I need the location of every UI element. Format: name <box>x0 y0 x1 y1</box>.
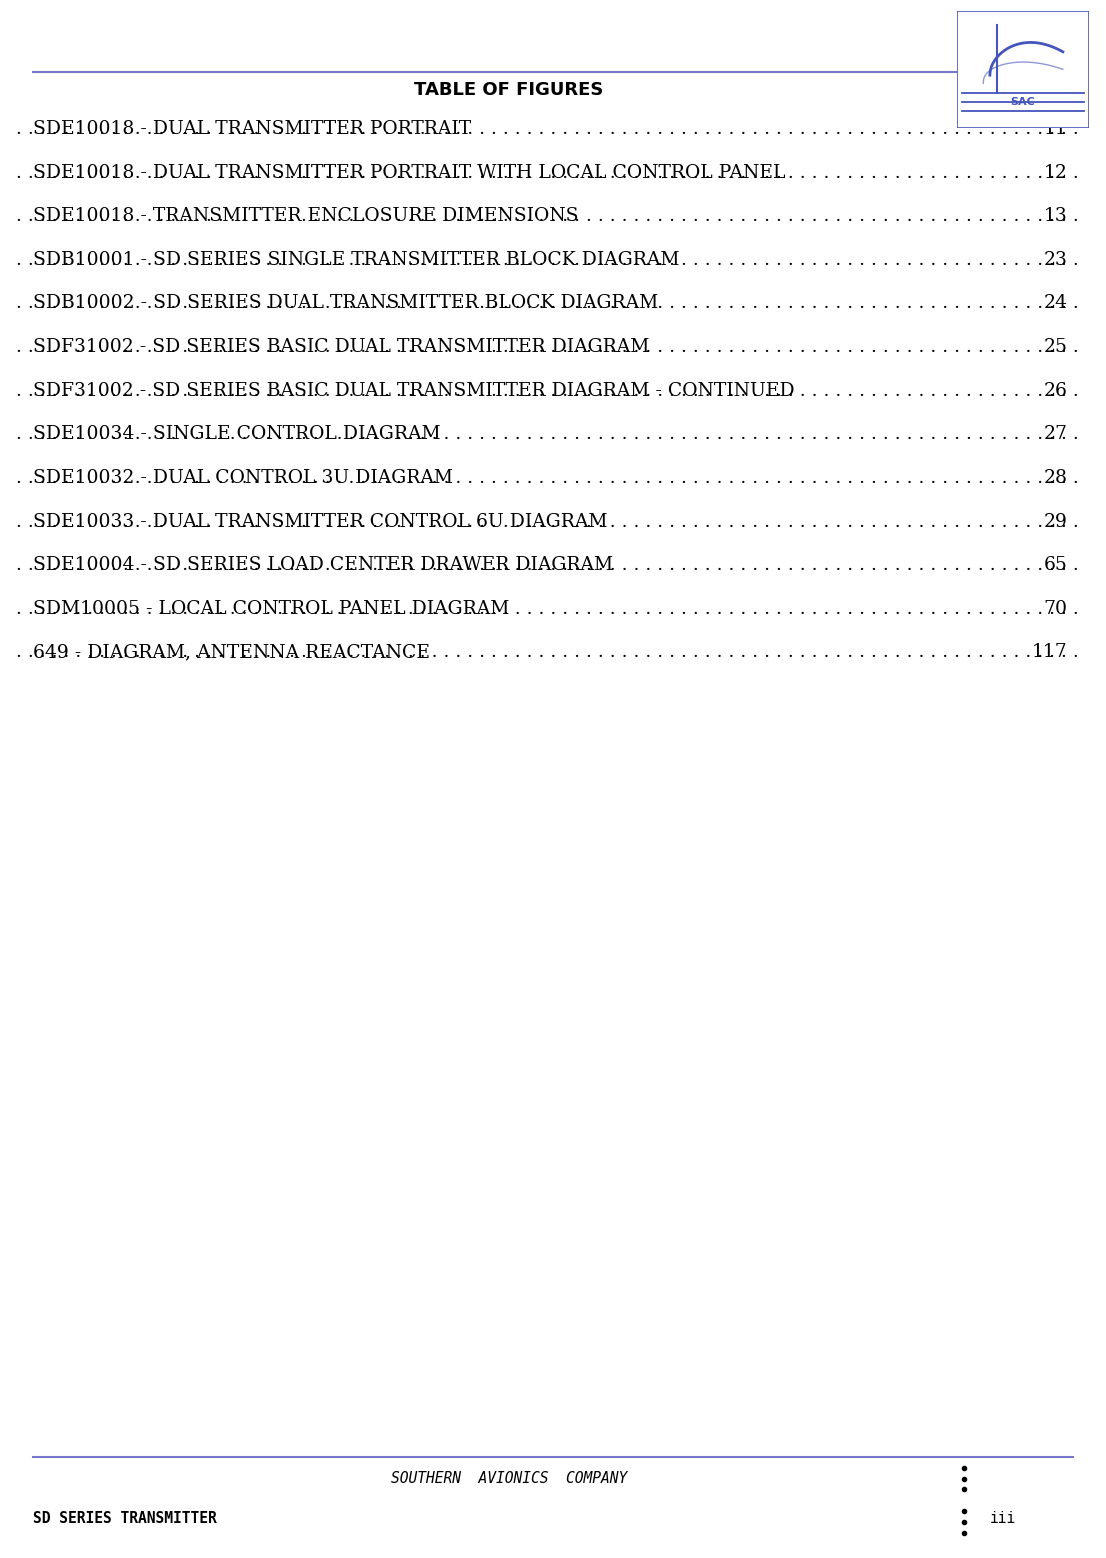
Text: . . . . . . . . . . . . . . . . . . . . . . . . . . . . . . . . . . . . . . . . : . . . . . . . . . . . . . . . . . . . . … <box>15 469 1085 488</box>
Text: SDB10001 - SD SERIES SINGLE TRANSMITTER BLOCK DIAGRAM: SDB10001 - SD SERIES SINGLE TRANSMITTER … <box>33 251 680 270</box>
Text: 117: 117 <box>1032 643 1067 662</box>
Text: SDE10004 - SD SERIES LOAD CENTER DRAWER DIAGRAM: SDE10004 - SD SERIES LOAD CENTER DRAWER … <box>33 556 614 575</box>
Text: . . . . . . . . . . . . . . . . . . . . . . . . . . . . . . . . . . . . . . . . : . . . . . . . . . . . . . . . . . . . . … <box>15 120 1085 139</box>
Text: . . . . . . . . . . . . . . . . . . . . . . . . . . . . . . . . . . . . . . . . : . . . . . . . . . . . . . . . . . . . . … <box>15 382 1085 400</box>
Text: SDM10005 - LOCAL CONTROL PANEL DIAGRAM: SDM10005 - LOCAL CONTROL PANEL DIAGRAM <box>33 600 510 619</box>
Text: SDE10033 - DUAL TRANSMITTER CONTROL 6U DIAGRAM: SDE10033 - DUAL TRANSMITTER CONTROL 6U D… <box>33 513 607 531</box>
Text: 24: 24 <box>1043 294 1067 313</box>
Text: . . . . . . . . . . . . . . . . . . . . . . . . . . . . . . . . . . . . . . . . : . . . . . . . . . . . . . . . . . . . . … <box>15 338 1085 357</box>
Text: . . . . . . . . . . . . . . . . . . . . . . . . . . . . . . . . . . . . . . . . : . . . . . . . . . . . . . . . . . . . . … <box>15 294 1085 313</box>
Text: 28: 28 <box>1043 469 1067 488</box>
Text: SDF31002 - SD SERIES BASIC DUAL TRANSMITTER DIAGRAM: SDF31002 - SD SERIES BASIC DUAL TRANSMIT… <box>33 338 649 357</box>
Text: SDB10002 - SD SERIES DUAL TRANSMITTER BLOCK DIAGRAM: SDB10002 - SD SERIES DUAL TRANSMITTER BL… <box>33 294 658 313</box>
Text: . . . . . . . . . . . . . . . . . . . . . . . . . . . . . . . . . . . . . . . . : . . . . . . . . . . . . . . . . . . . . … <box>15 164 1085 182</box>
Text: iii: iii <box>990 1511 1016 1527</box>
Text: SDE10034 - SINGLE CONTROL DIAGRAM: SDE10034 - SINGLE CONTROL DIAGRAM <box>33 425 441 444</box>
Text: TABLE OF FIGURES: TABLE OF FIGURES <box>414 81 604 100</box>
Text: 25: 25 <box>1043 338 1067 357</box>
Text: . . . . . . . . . . . . . . . . . . . . . . . . . . . . . . . . . . . . . . . . : . . . . . . . . . . . . . . . . . . . . … <box>15 425 1085 444</box>
Text: SDE10018 - TRANSMITTER ENCLOSURE DIMENSIONS: SDE10018 - TRANSMITTER ENCLOSURE DIMENSI… <box>33 207 578 226</box>
Text: 11: 11 <box>1044 120 1067 139</box>
Text: 649 - DIAGRAM, ANTENNA REACTANCE: 649 - DIAGRAM, ANTENNA REACTANCE <box>33 643 430 662</box>
Text: 12: 12 <box>1043 164 1067 182</box>
Text: 26: 26 <box>1043 382 1067 400</box>
Text: . . . . . . . . . . . . . . . . . . . . . . . . . . . . . . . . . . . . . . . . : . . . . . . . . . . . . . . . . . . . . … <box>15 207 1085 226</box>
Text: 13: 13 <box>1044 207 1067 226</box>
Text: . . . . . . . . . . . . . . . . . . . . . . . . . . . . . . . . . . . . . . . . : . . . . . . . . . . . . . . . . . . . . … <box>15 513 1085 531</box>
Text: SDE10018 - DUAL TRANSMITTER PORTRAIT: SDE10018 - DUAL TRANSMITTER PORTRAIT <box>33 120 471 139</box>
Text: . . . . . . . . . . . . . . . . . . . . . . . . . . . . . . . . . . . . . . . . : . . . . . . . . . . . . . . . . . . . . … <box>15 251 1085 270</box>
Text: . . . . . . . . . . . . . . . . . . . . . . . . . . . . . . . . . . . . . . . . : . . . . . . . . . . . . . . . . . . . . … <box>15 643 1085 662</box>
Text: 23: 23 <box>1043 251 1067 270</box>
Text: 70: 70 <box>1043 600 1067 619</box>
Text: SOUTHERN  AVIONICS  COMPANY: SOUTHERN AVIONICS COMPANY <box>390 1471 627 1486</box>
Text: . . . . . . . . . . . . . . . . . . . . . . . . . . . . . . . . . . . . . . . . : . . . . . . . . . . . . . . . . . . . . … <box>15 556 1085 575</box>
Text: SAC: SAC <box>1011 97 1035 108</box>
Text: SD SERIES TRANSMITTER: SD SERIES TRANSMITTER <box>33 1511 217 1527</box>
Text: . . . . . . . . . . . . . . . . . . . . . . . . . . . . . . . . . . . . . . . . : . . . . . . . . . . . . . . . . . . . . … <box>15 600 1085 619</box>
Text: 29: 29 <box>1043 513 1067 531</box>
Text: 27: 27 <box>1043 425 1067 444</box>
Text: 65: 65 <box>1043 556 1067 575</box>
Text: SDF31002 - SD SERIES BASIC DUAL TRANSMITTER DIAGRAM - CONTINUED: SDF31002 - SD SERIES BASIC DUAL TRANSMIT… <box>33 382 795 400</box>
Text: SDE10032 - DUAL CONTROL 3U DIAGRAM: SDE10032 - DUAL CONTROL 3U DIAGRAM <box>33 469 453 488</box>
Text: SDE10018 - DUAL TRANSMITTER PORTRAIT WITH LOCAL CONTROL PANEL: SDE10018 - DUAL TRANSMITTER PORTRAIT WIT… <box>33 164 785 182</box>
